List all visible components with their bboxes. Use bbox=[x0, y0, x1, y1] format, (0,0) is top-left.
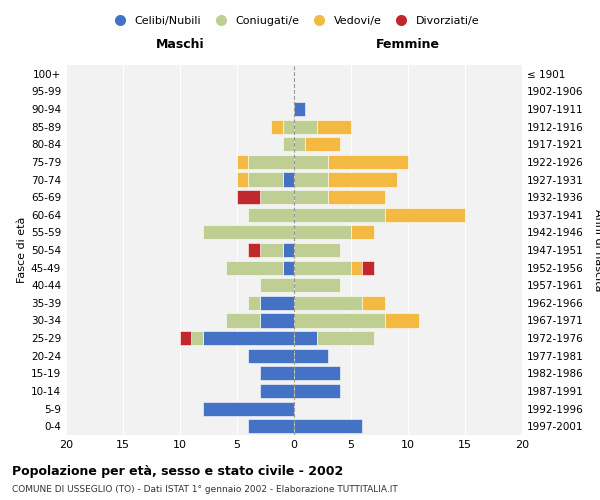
Bar bbox=[328, 172, 397, 186]
Bar bbox=[203, 331, 294, 345]
Bar bbox=[260, 278, 294, 292]
Bar bbox=[283, 172, 294, 186]
Bar bbox=[351, 226, 374, 239]
Y-axis label: Fasce di età: Fasce di età bbox=[17, 217, 27, 283]
Bar bbox=[294, 419, 362, 433]
Bar bbox=[294, 314, 385, 328]
Y-axis label: Anni di nascita: Anni di nascita bbox=[593, 209, 600, 291]
Bar bbox=[362, 296, 385, 310]
Bar bbox=[248, 296, 260, 310]
Bar bbox=[294, 331, 317, 345]
Bar bbox=[283, 120, 294, 134]
Bar bbox=[294, 260, 351, 274]
Text: Popolazione per età, sesso e stato civile - 2002: Popolazione per età, sesso e stato civil… bbox=[12, 464, 343, 477]
Bar bbox=[294, 120, 317, 134]
Bar bbox=[260, 314, 294, 328]
Bar bbox=[260, 190, 294, 204]
Bar bbox=[260, 243, 283, 257]
Bar bbox=[180, 331, 191, 345]
Bar bbox=[260, 296, 294, 310]
Bar bbox=[294, 226, 351, 239]
Bar bbox=[248, 172, 283, 186]
Bar bbox=[260, 366, 294, 380]
Bar bbox=[294, 366, 340, 380]
Bar bbox=[226, 314, 260, 328]
Bar bbox=[226, 260, 283, 274]
Bar bbox=[328, 190, 385, 204]
Bar bbox=[294, 155, 328, 169]
Bar bbox=[283, 137, 294, 152]
Bar bbox=[237, 190, 260, 204]
Text: Femmine: Femmine bbox=[376, 38, 440, 51]
Bar bbox=[362, 260, 374, 274]
Bar bbox=[260, 384, 294, 398]
Bar bbox=[351, 260, 362, 274]
Bar bbox=[203, 402, 294, 415]
Bar bbox=[271, 120, 283, 134]
Bar bbox=[294, 296, 362, 310]
Bar bbox=[294, 278, 340, 292]
Bar bbox=[237, 172, 248, 186]
Bar bbox=[294, 102, 305, 116]
Bar bbox=[328, 155, 408, 169]
Bar bbox=[248, 419, 294, 433]
Bar bbox=[317, 120, 351, 134]
Bar bbox=[294, 137, 305, 152]
Bar bbox=[237, 155, 248, 169]
Bar bbox=[305, 137, 340, 152]
Bar bbox=[248, 155, 294, 169]
Bar bbox=[294, 243, 340, 257]
Text: COMUNE DI USSEGLIO (TO) - Dati ISTAT 1° gennaio 2002 - Elaborazione TUTTITALIA.I: COMUNE DI USSEGLIO (TO) - Dati ISTAT 1° … bbox=[12, 485, 398, 494]
Bar bbox=[385, 208, 465, 222]
Bar bbox=[317, 331, 374, 345]
Legend: Celibi/Nubili, Coniugati/e, Vedovi/e, Divorziati/e: Celibi/Nubili, Coniugati/e, Vedovi/e, Di… bbox=[104, 12, 484, 30]
Bar bbox=[203, 226, 294, 239]
Bar bbox=[283, 243, 294, 257]
Bar bbox=[248, 348, 294, 363]
Bar bbox=[385, 314, 419, 328]
Bar bbox=[191, 331, 203, 345]
Bar bbox=[294, 172, 328, 186]
Bar bbox=[294, 190, 328, 204]
Bar bbox=[248, 208, 294, 222]
Text: Maschi: Maschi bbox=[155, 38, 205, 51]
Bar bbox=[248, 243, 260, 257]
Bar bbox=[283, 260, 294, 274]
Bar bbox=[294, 348, 328, 363]
Bar bbox=[294, 384, 340, 398]
Bar bbox=[294, 208, 385, 222]
